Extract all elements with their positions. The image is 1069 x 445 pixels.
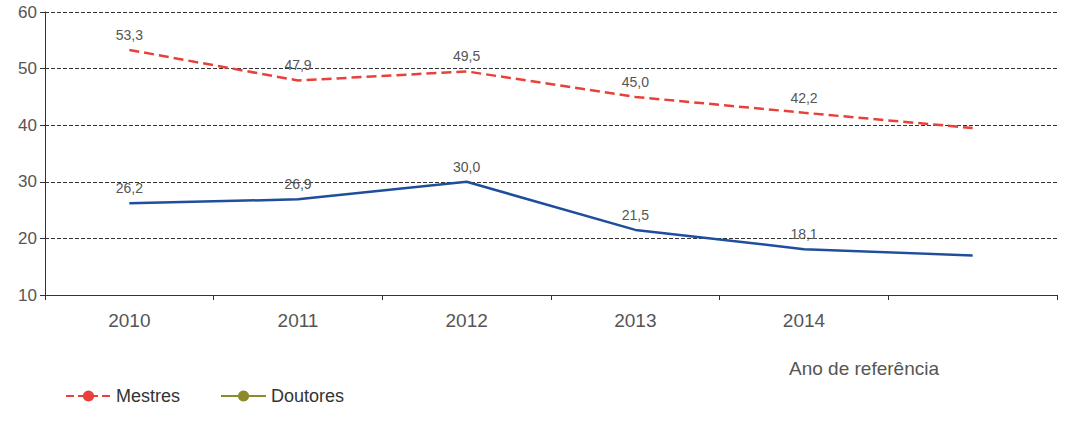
svg-text:26,2: 26,2 xyxy=(116,180,143,196)
svg-text:47,9: 47,9 xyxy=(284,57,311,73)
svg-text:20: 20 xyxy=(18,229,37,248)
svg-text:49,5: 49,5 xyxy=(453,48,480,64)
svg-text:2010: 2010 xyxy=(108,310,150,331)
svg-text:45,0: 45,0 xyxy=(622,74,649,90)
svg-text:2013: 2013 xyxy=(614,310,656,331)
svg-text:30,0: 30,0 xyxy=(453,159,480,175)
svg-text:Doutores: Doutores xyxy=(271,386,344,406)
svg-text:Mestres: Mestres xyxy=(116,386,180,406)
svg-text:18,1: 18,1 xyxy=(790,226,817,242)
svg-text:21,5: 21,5 xyxy=(622,207,649,223)
svg-text:10: 10 xyxy=(18,286,37,305)
svg-text:30: 30 xyxy=(18,172,37,191)
svg-text:40: 40 xyxy=(18,116,37,135)
svg-text:Ano de referência: Ano de referência xyxy=(789,358,939,379)
svg-text:53,3: 53,3 xyxy=(116,27,143,43)
svg-text:60: 60 xyxy=(18,3,37,22)
svg-text:26,9: 26,9 xyxy=(284,176,311,192)
svg-text:2014: 2014 xyxy=(783,310,826,331)
svg-text:50: 50 xyxy=(18,59,37,78)
svg-text:42,2: 42,2 xyxy=(790,90,817,106)
svg-text:2011: 2011 xyxy=(278,310,319,331)
svg-text:2012: 2012 xyxy=(446,310,488,331)
